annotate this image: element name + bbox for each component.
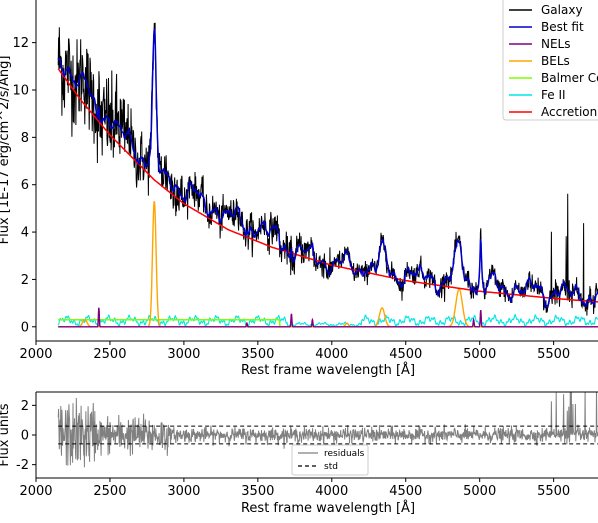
top-x-tick-label: 5000 <box>463 347 496 362</box>
bottom-legend: residuals std <box>291 444 369 476</box>
top-y-tick-label: 6 <box>21 178 29 193</box>
bottom-x-tick-label: 2500 <box>93 484 126 499</box>
top-plot-area <box>35 0 598 342</box>
top-panel: 2000 2500 3000 3500 4000 4500 5000 5500 0 2 4 6 8 10… <box>0 0 598 378</box>
bottom-x-tick-label: 5000 <box>463 484 496 499</box>
top-legend-label: Fe II <box>541 88 566 102</box>
top-x-ticks: 2000 2500 3000 3500 4000 4500 5000 5500 <box>19 341 570 362</box>
bottom-x-ticks: 2000 2500 3000 3500 4000 4500 5000 5500 <box>19 478 570 499</box>
bottom-x-tick-label: 2000 <box>19 484 52 499</box>
top-legend-label: Accretion <box>541 105 597 119</box>
top-y-axis-label: Flux [1E-17 erg/cm^2/s/Ang] <box>0 56 12 245</box>
series-fe-ii <box>57 313 598 328</box>
bottom-legend-label: std <box>324 462 338 472</box>
bottom-plot-area <box>35 391 598 479</box>
top-legend-label: BELs <box>541 54 570 68</box>
top-legend-frame <box>502 0 598 121</box>
series-best-fit <box>57 28 598 309</box>
top-y-tick-label: 4 <box>21 226 29 241</box>
bottom-legend-label: residuals <box>324 449 365 459</box>
top-x-tick-label: 2500 <box>93 347 126 362</box>
series-accretion <box>57 68 598 303</box>
top-y-tick-label: 8 <box>21 131 29 146</box>
bottom-y-tick-label: 2 <box>21 399 29 414</box>
bottom-x-tick-label: 5500 <box>537 484 570 499</box>
top-legend-label: Balmer Co <box>541 71 598 85</box>
top-legend: Galaxy Best fit NELs BELs Balmer Co Fe II Accr… <box>502 0 598 121</box>
top-legend-label: Galaxy <box>541 3 583 17</box>
top-x-tick-label: 4500 <box>389 347 422 362</box>
bottom-y-tick-label: -2 <box>16 458 29 473</box>
bottom-x-tick-label: 4000 <box>315 484 348 499</box>
bottom-x-tick-label: 3500 <box>241 484 274 499</box>
bottom-y-ticks: -2 0 2 <box>16 399 36 473</box>
top-x-tick-label: 3000 <box>167 347 200 362</box>
top-x-tick-label: 2000 <box>19 347 52 362</box>
bottom-y-axis-label: Flux units <box>0 403 12 466</box>
top-y-tick-label: 2 <box>21 273 29 288</box>
top-x-tick-label: 4000 <box>315 347 348 362</box>
top-y-ticks: 0 2 4 6 8 10 12 <box>12 36 36 335</box>
top-legend-label: NELs <box>541 37 571 51</box>
top-y-tick-label: 10 <box>12 83 29 98</box>
bottom-panel: 2000 2500 3000 3500 4000 4500 5000 5500 -2 0 2 Re… <box>0 391 598 516</box>
top-y-tick-label: 0 <box>21 320 29 335</box>
top-x-tick-label: 5500 <box>537 347 570 362</box>
top-legend-label: Best fit <box>541 20 584 34</box>
top-y-tick-label: 12 <box>12 36 29 51</box>
bottom-y-tick-label: 0 <box>21 429 29 444</box>
top-x-axis-label: Rest frame wavelength [Å] <box>241 362 415 378</box>
top-x-tick-label: 3500 <box>241 347 274 362</box>
series-nels <box>58 307 598 328</box>
bottom-x-tick-label: 4500 <box>389 484 422 499</box>
bottom-x-tick-label: 3000 <box>167 484 200 499</box>
series-residuals <box>57 392 598 468</box>
bottom-x-axis-label: Rest frame wavelength [Å] <box>241 500 415 516</box>
